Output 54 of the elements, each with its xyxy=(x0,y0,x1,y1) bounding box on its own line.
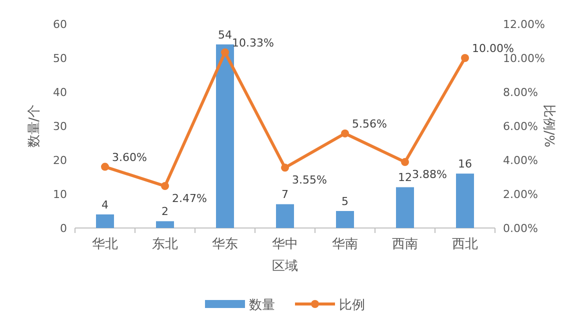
legend-label: 数量 xyxy=(249,298,275,313)
point xyxy=(341,129,349,138)
data-label: 7 xyxy=(282,188,288,202)
point xyxy=(281,164,289,172)
data-label: 5.56% xyxy=(352,117,387,130)
point xyxy=(161,182,169,190)
point xyxy=(221,48,229,56)
y2-tick-label: 2.00% xyxy=(503,188,538,201)
x-tick-label: 华东 xyxy=(212,237,238,252)
y-tick-label: 30 xyxy=(53,120,67,133)
x-tick-label: 华中 xyxy=(272,237,298,252)
data-label: 5 xyxy=(342,195,348,208)
x-tick-label: 西南 xyxy=(392,237,418,252)
x-axis-title: 区域 xyxy=(272,259,298,274)
data-label: 3.60% xyxy=(112,150,147,164)
bar xyxy=(396,187,414,228)
y2-axis-title: 比例/% xyxy=(541,104,556,148)
y2-tick-label: 12.00% xyxy=(503,18,545,31)
data-label: 12 xyxy=(398,171,412,184)
y-tick-label: 0 xyxy=(60,222,67,235)
y2-tick-label: 0.00% xyxy=(503,222,538,235)
x-tick-label: 西北 xyxy=(452,237,478,252)
bar xyxy=(96,214,114,228)
legend-label: 比例 xyxy=(339,298,365,313)
data-label: 3.55% xyxy=(292,174,327,187)
data-label: 2 xyxy=(162,205,168,218)
data-label: 2.47% xyxy=(172,192,207,206)
point xyxy=(101,162,109,171)
data-label: 54 xyxy=(218,28,232,42)
data-label: 16 xyxy=(458,158,472,171)
y2-tick-label: 4.00% xyxy=(503,154,538,167)
y-tick-label: 40 xyxy=(53,86,67,99)
y2-tick-label: 8.00% xyxy=(503,86,538,99)
bar xyxy=(336,211,354,228)
y-tick-label: 10 xyxy=(53,188,67,201)
data-label: 10.00% xyxy=(472,42,514,55)
x-tick-label: 华南 xyxy=(332,237,358,252)
y-tick-label: 20 xyxy=(53,154,67,167)
y-tick-label: 50 xyxy=(53,52,67,65)
y2-tick-label: 10.00% xyxy=(503,52,545,65)
bar xyxy=(456,174,474,228)
y-tick-label: 60 xyxy=(53,18,67,31)
bar xyxy=(276,204,294,228)
bar xyxy=(156,221,174,228)
data-label: 3.88% xyxy=(412,168,447,182)
y-axis-title: 数量/个 xyxy=(27,104,42,148)
x-tick-label: 东北 xyxy=(152,237,178,252)
point xyxy=(401,158,409,166)
point xyxy=(461,54,469,62)
y2-tick-label: 6.00% xyxy=(503,120,538,133)
bar xyxy=(216,44,234,228)
data-label: 10.33% xyxy=(232,36,274,50)
x-tick-label: 华北 xyxy=(92,237,118,252)
data-label: 4 xyxy=(102,198,108,212)
